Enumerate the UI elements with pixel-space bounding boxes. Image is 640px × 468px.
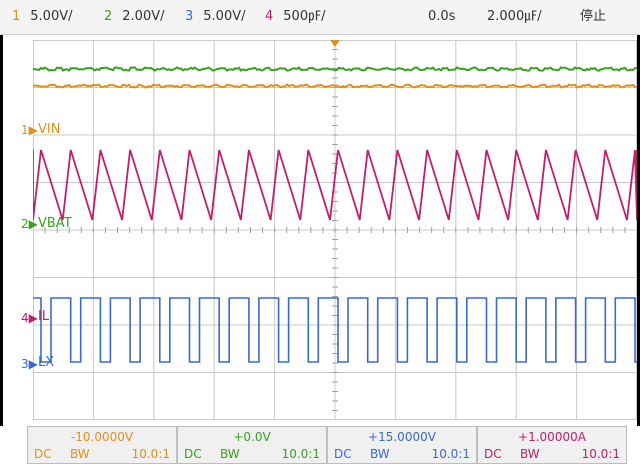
channel-4-settings[interactable]: +1.00000A DC BW 10.0:1	[477, 426, 627, 464]
channel-4-scale-value: 500㎊/	[283, 9, 326, 24]
channel-4-ground-marker[interactable]: 4▶	[21, 311, 38, 325]
channel-3-probe-ratio: 10.0:1	[431, 447, 470, 461]
channel-3-coupling: DC	[334, 447, 352, 461]
channel-3-settings[interactable]: +15.0000V DC BW 10.0:1	[327, 426, 477, 464]
channel-4-bandwidth: BW	[520, 447, 540, 461]
channel-status-bar: 1 5.00V/ 2 2.00V/ 3 5.00V/ 4 500㎊/ 0.0s 2.00…	[0, 0, 640, 35]
timebase[interactable]: 2.000㎌/	[487, 9, 542, 24]
channel-1-number: 1	[12, 9, 21, 24]
channel-1-settings[interactable]: -10.0000V DC BW 10.0:1	[27, 426, 177, 464]
channel-1-ground-marker[interactable]: 1▶	[21, 123, 38, 137]
channel-3-bandwidth: BW	[370, 447, 390, 461]
channel-4-number: 4	[265, 9, 274, 24]
run-stop-status[interactable]: 停止	[580, 9, 607, 24]
channel-3-number: 3	[185, 9, 194, 24]
channel-1-scale-value: 5.00V/	[30, 9, 73, 24]
channel-3-offset: +15.0000V	[368, 430, 436, 444]
channel-1-trace	[33, 83, 637, 89]
channel-2-coupling: DC	[184, 447, 202, 461]
channel-2-trace	[33, 66, 637, 72]
channel-2-ground-marker[interactable]: 2▶	[21, 217, 38, 231]
channel-1-scale[interactable]: 1 5.00V/	[12, 9, 73, 25]
channel-4-trace	[33, 149, 637, 221]
right-border	[637, 0, 640, 468]
channel-4-offset: +1.00000A	[518, 430, 586, 444]
channel-4-probe-ratio: 10.0:1	[581, 447, 620, 461]
channel-4-scale[interactable]: 4 500㎊/	[265, 9, 325, 25]
vbat-trace-label: VBAT	[38, 216, 72, 231]
waveform-svg	[33, 40, 637, 420]
channel-settings-bar: -10.0000V DC BW 10.0:1 +0.0V DC BW 10.0:…	[0, 426, 640, 468]
channel-1-offset: -10.0000V	[70, 430, 134, 444]
channel-2-scale[interactable]: 2 2.00V/	[104, 9, 165, 25]
channel-2-settings[interactable]: +0.0V DC BW 10.0:1	[177, 426, 327, 464]
channel-2-probe-ratio: 10.0:1	[281, 447, 320, 461]
channel-3-scale[interactable]: 3 5.00V/	[185, 9, 246, 25]
channel-2-offset: +0.0V	[233, 430, 271, 444]
channel-1-bandwidth: BW	[70, 447, 90, 461]
channel-4-coupling: DC	[484, 447, 502, 461]
trigger-delay[interactable]: 0.0s	[428, 9, 456, 24]
channel-1-coupling: DC	[34, 447, 52, 461]
channel-2-number: 2	[104, 9, 113, 24]
waveform-display	[33, 40, 637, 420]
left-border	[0, 0, 3, 468]
channel-2-scale-value: 2.00V/	[122, 9, 165, 24]
channel-3-ground-marker[interactable]: 3▶	[21, 357, 38, 371]
trigger-position-marker	[330, 40, 340, 47]
vin-trace-label: VIN	[38, 122, 61, 137]
il-trace-label: IL	[38, 309, 50, 324]
channel-3-trace	[33, 297, 637, 363]
lx-trace-label: LX	[38, 355, 55, 370]
channel-2-bandwidth: BW	[220, 447, 240, 461]
channel-1-probe-ratio: 10.0:1	[131, 447, 170, 461]
channel-3-scale-value: 5.00V/	[203, 9, 246, 24]
